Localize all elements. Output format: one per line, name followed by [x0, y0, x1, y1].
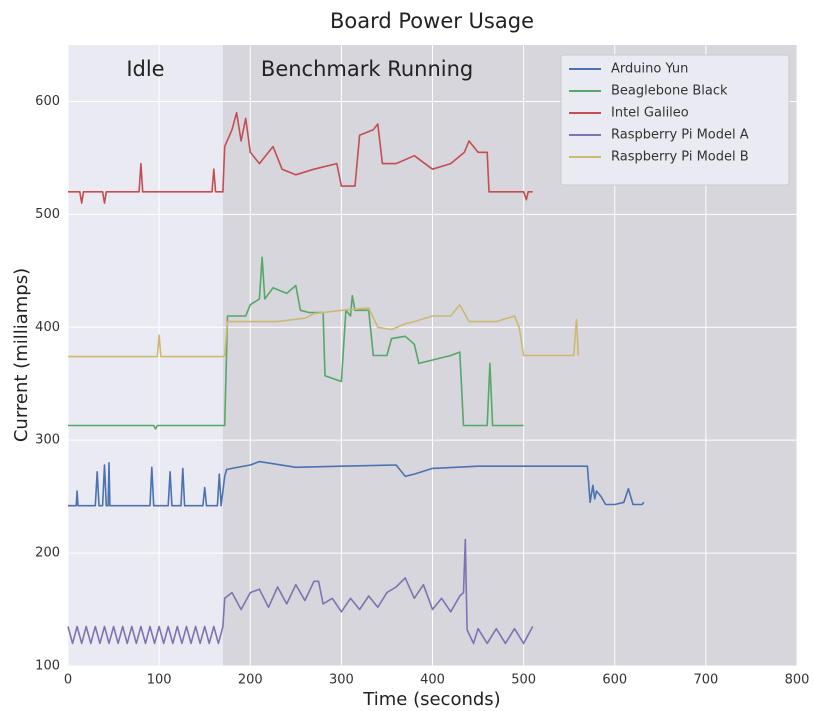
x-tick-label: 0 — [64, 673, 72, 688]
series-line — [68, 303, 580, 358]
y-tick-label: 400 — [35, 320, 60, 335]
legend-label: Raspberry Pi Model A — [611, 128, 749, 143]
x-tick-label: 300 — [329, 673, 354, 688]
x-axis-label: Time (seconds) — [362, 689, 500, 710]
y-axis-label: Current (milliamps) — [11, 268, 32, 442]
legend-label: Arduino Yun — [611, 62, 688, 77]
x-tick-label: 700 — [693, 673, 718, 688]
y-tick-label: 100 — [35, 659, 60, 674]
legend-label: Intel Galileo — [611, 106, 689, 121]
y-tick-label: 200 — [35, 546, 60, 561]
legend-box — [560, 54, 790, 186]
series-line — [67, 538, 534, 645]
x-tick-label: 200 — [238, 673, 263, 688]
region-label: Benchmark Running — [261, 57, 473, 81]
series-line — [68, 111, 533, 204]
legend-label: Raspberry Pi Model B — [611, 150, 749, 165]
region — [68, 45, 223, 666]
region-label: Idle — [126, 57, 164, 81]
x-tick-label: 800 — [785, 673, 810, 688]
series-line — [68, 460, 645, 507]
y-tick-label: 600 — [35, 94, 60, 109]
x-tick-label: 100 — [147, 673, 172, 688]
x-tick-label: 400 — [420, 673, 445, 688]
x-tick-label: 600 — [602, 673, 627, 688]
chart-title: Board Power Usage — [330, 9, 534, 33]
x-tick-label: 500 — [511, 673, 536, 688]
series-line — [68, 256, 524, 430]
y-tick-label: 300 — [35, 433, 60, 448]
y-tick-label: 500 — [35, 207, 60, 222]
legend-label: Beaglebone Black — [611, 84, 728, 99]
